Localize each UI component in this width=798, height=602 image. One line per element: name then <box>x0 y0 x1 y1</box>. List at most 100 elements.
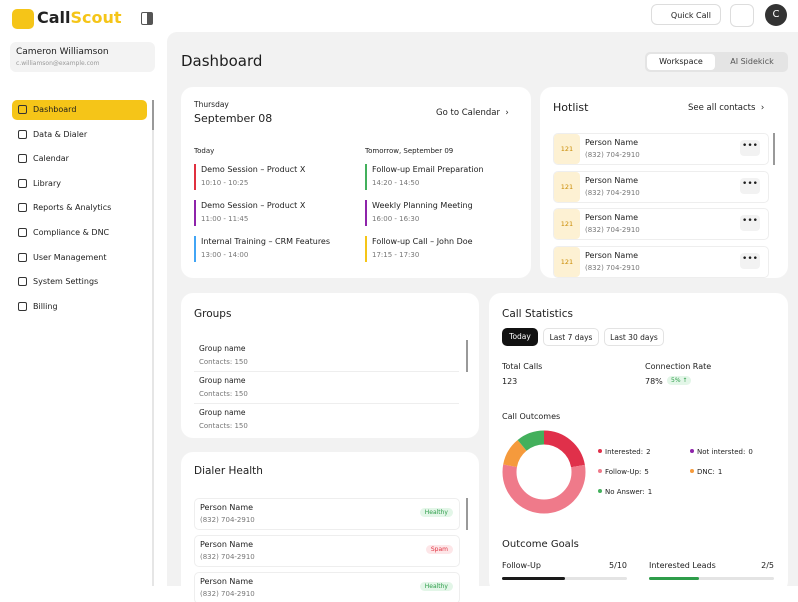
group-name[interactable]: Group name <box>199 376 246 385</box>
group-name[interactable]: Group name <box>199 408 246 417</box>
legend-name: No Answer: <box>605 488 645 496</box>
event-bar <box>365 164 367 190</box>
logo-prefix: Call <box>37 8 71 27</box>
nav-icon <box>18 252 27 262</box>
contact-badge: 121 <box>554 134 580 164</box>
connection-change: 5% ↑ <box>667 376 692 385</box>
more-button[interactable]: ••• <box>740 177 760 194</box>
sidebar-toggle[interactable] <box>141 12 153 25</box>
event-title[interactable]: Internal Training – CRM Features <box>201 237 331 246</box>
donut-chart <box>502 430 586 514</box>
event-title[interactable]: Demo Session – Product X <box>201 201 306 210</box>
range-button[interactable]: Last 30 days <box>604 328 664 346</box>
sidebar-scrollbar <box>152 100 154 130</box>
user-card[interactable]: Cameron Williamson c.williamson@example.… <box>10 42 155 72</box>
legend-item: Not intersted: 0 <box>690 448 753 456</box>
hotlist-card: Hotlist See all contacts › 121 Person Nam… <box>540 87 788 278</box>
event-time: 10:10 - 10:25 <box>201 179 249 187</box>
dialer-name: Person Name <box>200 503 254 512</box>
nav-label: Data & Dialer <box>33 129 88 139</box>
groups-list: Group name Contacts: 150 Group name Contact… <box>194 340 469 428</box>
range-button[interactable]: Last 7 days <box>543 328 599 346</box>
legend-item: Interested: 2 <box>598 448 651 456</box>
event-time: 13:00 - 14:00 <box>201 251 249 259</box>
contact-phone: (832) 704-2910 <box>585 188 640 197</box>
legend-name: Not intersted: <box>697 448 746 456</box>
nav-item[interactable]: Calendar <box>12 149 147 169</box>
calendar-column-heading: Today <box>194 147 215 155</box>
event-title[interactable]: Demo Session – Product X <box>201 165 306 174</box>
group-name[interactable]: Group name <box>199 344 246 353</box>
page: CallScout Quick Call C Cameron Williamso… <box>10 4 798 602</box>
call-statistics-card: Call Statistics Total Calls 123 Connecti… <box>489 293 788 593</box>
connection-rate-label: Connection Rate <box>645 362 712 371</box>
nav-item[interactable]: Billing <box>12 297 147 317</box>
contact-badge: 121 <box>554 171 580 202</box>
goal-bar <box>649 577 699 580</box>
avatar[interactable]: C <box>765 4 787 26</box>
nav-item[interactable]: Library <box>12 174 147 194</box>
outcomes-title: Call Outcomes <box>502 412 561 421</box>
nav-label: System Settings <box>33 277 99 287</box>
range-button[interactable]: Today <box>502 328 538 346</box>
page-title: Dashboard <box>181 52 263 70</box>
scrollbar <box>773 133 775 165</box>
groups-title: Groups <box>194 308 232 320</box>
event-title[interactable]: Follow-up Email Preparation <box>372 165 484 174</box>
dialer-status: Healthy <box>419 508 453 517</box>
event-title[interactable]: Follow-up Call – John Doe <box>372 237 473 246</box>
tab-workspace[interactable]: Workspace <box>647 54 715 70</box>
nav-item[interactable]: User Management <box>12 248 147 268</box>
dialer-phone: (832) 704-2910 <box>200 553 255 561</box>
event-time: 11:00 - 11:45 <box>201 215 249 223</box>
contact-name: Person Name <box>585 175 639 185</box>
dialer-row[interactable]: Person Name (832) 704-2910 Healthy <box>194 572 460 602</box>
legend-dot <box>690 469 694 473</box>
notifications[interactable] <box>730 4 754 27</box>
donut-segment <box>502 430 586 514</box>
logo-suffix: Scout <box>70 8 122 27</box>
event-title[interactable]: Weekly Planning Meeting <box>372 201 473 210</box>
more-button[interactable]: ••• <box>740 215 760 231</box>
legend-value: 1 <box>647 488 653 496</box>
legend-dot <box>690 449 694 453</box>
tab-ai-sidekick[interactable]: AI Sidekick <box>730 57 774 66</box>
nav-label: Billing <box>33 301 58 311</box>
legend-name: Interested: <box>605 448 644 456</box>
more-button[interactable]: ••• <box>740 140 760 156</box>
goal-track <box>649 577 774 580</box>
groups-card: Groups Group name Contacts: 150 Group name… <box>181 293 479 438</box>
event-bar <box>194 236 196 262</box>
goal-bar <box>502 577 565 580</box>
more-button[interactable]: ••• <box>740 252 760 269</box>
contact-badge: 121 <box>554 246 580 277</box>
dialer-row[interactable]: Person Name (832) 704-2910 Healthy <box>194 498 460 530</box>
legend-item: DNC: 1 <box>690 468 722 476</box>
nav-item[interactable]: System Settings <box>12 272 147 292</box>
nav-item[interactable]: Data & Dialer <box>12 125 147 145</box>
nav-label: Dashboard <box>33 105 77 114</box>
legend-value: 0 <box>748 448 753 456</box>
dialer-row[interactable]: Person Name (832) 704-2910 Spam <box>194 535 460 567</box>
nav-item[interactable]: Reports & Analytics <box>12 198 147 218</box>
group-contacts: Contacts: 150 <box>199 422 248 428</box>
contact-row[interactable]: 121 Person Name (832) 704-2910 ••• <box>553 245 769 278</box>
quick-call-button[interactable]: Quick Call <box>651 4 721 25</box>
event-bar <box>365 200 367 226</box>
donut-segment <box>502 430 586 514</box>
contact-row[interactable]: 121 Person Name (832) 704-2910 ••• <box>553 208 769 240</box>
legend-value: 2 <box>646 448 651 456</box>
nav-item[interactable]: Dashboard <box>12 100 147 120</box>
calendar-link[interactable]: Go to Calendar › <box>436 108 509 118</box>
contact-phone: (832) 704-2910 <box>585 226 640 234</box>
contact-row[interactable]: 121 Person Name (832) 704-2910 ••• <box>553 133 769 165</box>
hotlist-link[interactable]: See all contacts › <box>688 103 765 113</box>
contact-name: Person Name <box>585 250 639 260</box>
nav-item[interactable]: Compliance & DNC <box>12 223 147 243</box>
contact-row[interactable]: 121 Person Name (832) 704-2910 ••• <box>553 170 769 203</box>
sidebar-divider <box>152 100 154 586</box>
nav-icon <box>18 129 27 139</box>
legend-name: DNC: <box>697 468 715 476</box>
dialer-name: Person Name <box>200 577 254 586</box>
logo[interactable]: CallScout <box>37 8 122 27</box>
